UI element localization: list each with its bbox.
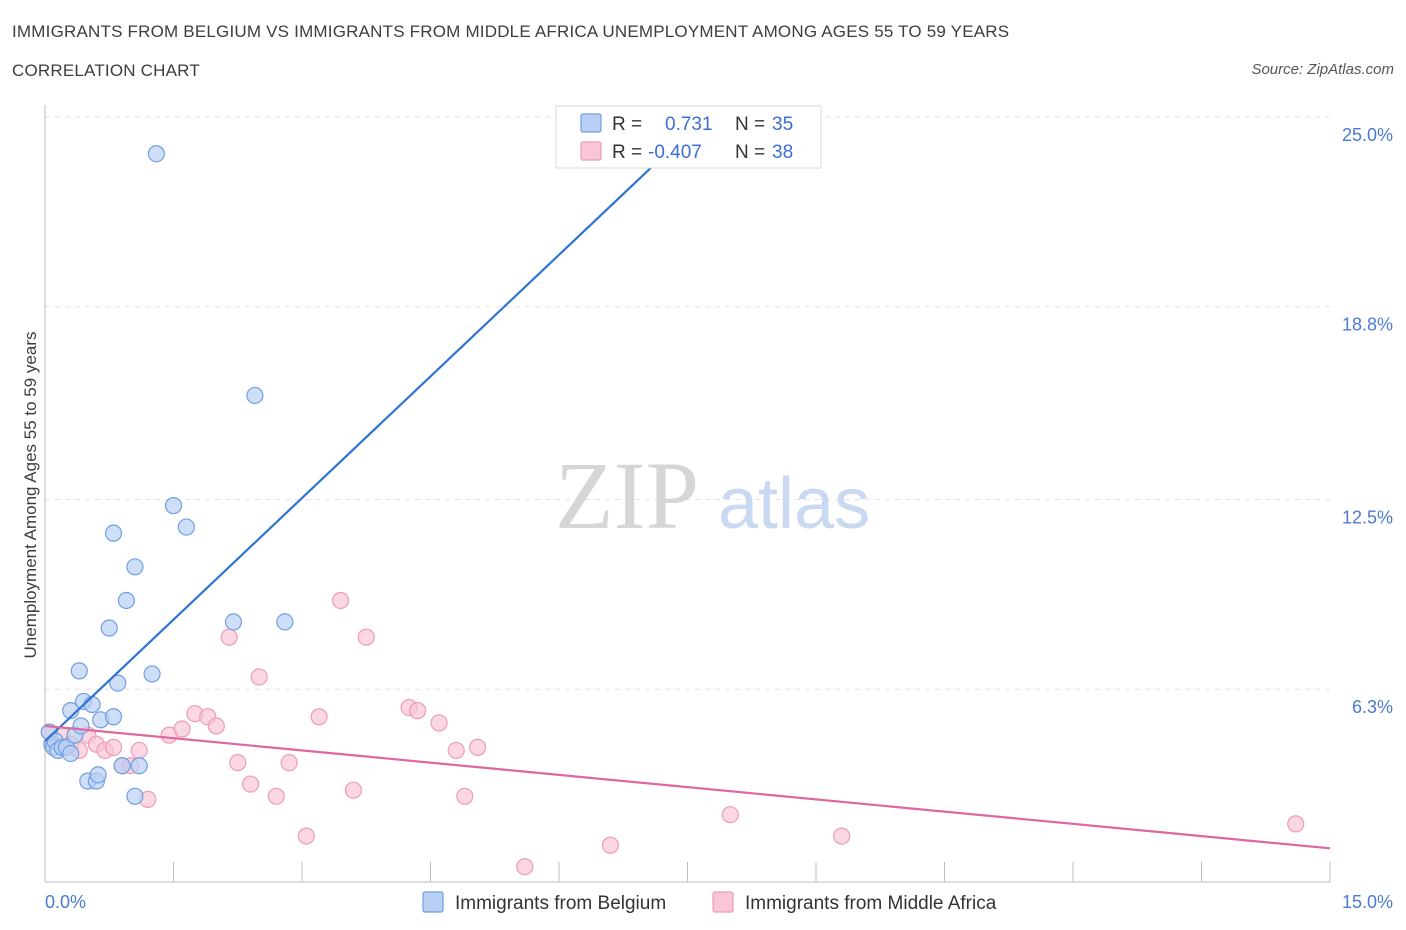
belgium-point-25 bbox=[126, 558, 144, 576]
africa-point-26 bbox=[331, 591, 350, 610]
belgium-point-7 bbox=[62, 744, 80, 763]
legend-africa-n-label: N = bbox=[735, 142, 765, 163]
africa-point-27 bbox=[344, 781, 362, 799]
legend-africa-r-value: -0.407 bbox=[648, 142, 702, 163]
africa-point-14 bbox=[173, 720, 191, 738]
watermark-atlas: atlas bbox=[718, 464, 870, 544]
bottom-legend-africa-label: Immigrants from Middle Africa bbox=[745, 893, 997, 914]
x-tick-label-0: 0.0% bbox=[45, 892, 86, 912]
y-tick-labels: 25.0% 18.8% 12.5% 6.3% bbox=[1342, 125, 1393, 717]
belgium-point-24 bbox=[126, 787, 144, 805]
x-tick-labels: 0.0% 15.0% bbox=[45, 892, 1393, 912]
africa-point-25 bbox=[310, 708, 328, 726]
legend-belgium-r-label: R = bbox=[612, 114, 642, 135]
watermark-zip: ZIP bbox=[555, 442, 699, 549]
y-tick-label-2: 12.5% bbox=[1342, 508, 1393, 528]
legend-belgium-swatch bbox=[580, 113, 602, 133]
bottom-legend-belgium-label: Immigrants from Belgium bbox=[455, 893, 666, 914]
legend-africa-swatch bbox=[580, 141, 602, 161]
africa-trend-line bbox=[44, 724, 1331, 850]
africa-point-21 bbox=[250, 668, 268, 686]
series-belgium-points bbox=[40, 108, 714, 805]
belgium-point-32 bbox=[246, 386, 264, 405]
belgium-point-28 bbox=[147, 145, 165, 163]
source-credit: Source: ZipAtlas.com bbox=[1251, 61, 1394, 78]
belgium-point-27 bbox=[143, 665, 161, 683]
legend-africa-n-value: 38 bbox=[772, 142, 793, 163]
africa-point-22 bbox=[267, 787, 285, 805]
belgium-point-14 bbox=[83, 695, 101, 714]
trend-lines bbox=[44, 116, 1331, 850]
belgium-point-21 bbox=[109, 674, 127, 692]
belgium-trend-line bbox=[44, 116, 706, 743]
belgium-point-19 bbox=[104, 708, 123, 726]
belgium-point-30 bbox=[177, 518, 195, 536]
axes bbox=[44, 105, 1331, 883]
legend-belgium-n-value: 35 bbox=[772, 114, 793, 135]
y-tick-label-3: 6.3% bbox=[1352, 697, 1393, 717]
africa-point-37 bbox=[721, 806, 739, 824]
africa-point-23 bbox=[280, 754, 298, 772]
belgium-point-29 bbox=[164, 497, 183, 515]
africa-point-35 bbox=[516, 858, 534, 876]
chart-title: IMMIGRANTS FROM BELGIUM VS IMMIGRANTS FR… bbox=[12, 22, 1010, 41]
y-tick-label-0: 25.0% bbox=[1342, 125, 1393, 145]
belgium-point-16 bbox=[89, 766, 107, 784]
africa-point-30 bbox=[409, 702, 427, 720]
africa-point-19 bbox=[229, 754, 247, 772]
africa-point-38 bbox=[833, 827, 851, 845]
legend-africa-r-label: R = bbox=[612, 142, 642, 163]
belgium-point-22 bbox=[113, 757, 131, 775]
series-middle-africa-points bbox=[40, 591, 1305, 876]
bottom-legend-africa-swatch bbox=[712, 891, 734, 913]
africa-point-36 bbox=[601, 836, 620, 854]
africa-point-8 bbox=[104, 738, 123, 756]
africa-point-24 bbox=[297, 827, 315, 845]
belgium-point-23 bbox=[117, 591, 135, 610]
africa-point-18 bbox=[220, 628, 238, 646]
belgium-point-20 bbox=[104, 524, 123, 542]
belgium-point-11 bbox=[72, 717, 90, 735]
africa-point-33 bbox=[456, 787, 474, 805]
africa-point-39 bbox=[1287, 815, 1305, 833]
africa-point-31 bbox=[430, 714, 448, 732]
bottom-legend-belgium-swatch bbox=[422, 891, 444, 913]
belgium-point-10 bbox=[70, 662, 88, 680]
correlation-legend: R = 0.731 N = 35 R = -0.407 N = 38 bbox=[555, 105, 822, 169]
belgium-point-18 bbox=[100, 619, 118, 637]
belgium-point-26 bbox=[130, 757, 148, 775]
africa-point-32 bbox=[447, 741, 465, 760]
africa-point-28 bbox=[357, 628, 375, 646]
legend-belgium-r-value: 0.731 bbox=[665, 114, 713, 135]
africa-point-20 bbox=[242, 775, 260, 793]
x-tick-label-1: 15.0% bbox=[1342, 892, 1393, 912]
y-tick-label-1: 18.8% bbox=[1342, 315, 1393, 335]
gridlines bbox=[45, 116, 1330, 690]
y-axis-label: Unemployment Among Ages 55 to 59 years bbox=[21, 332, 40, 659]
belgium-point-31 bbox=[224, 613, 243, 631]
chart-subtitle: CORRELATION CHART bbox=[12, 61, 200, 80]
africa-point-17 bbox=[207, 717, 225, 735]
africa-point-11 bbox=[130, 741, 148, 760]
legend-belgium-n-label: N = bbox=[735, 114, 765, 135]
africa-point-34 bbox=[469, 738, 487, 756]
belgium-point-33 bbox=[276, 613, 294, 631]
series-legend: Immigrants from Belgium Immigrants from … bbox=[422, 891, 997, 914]
